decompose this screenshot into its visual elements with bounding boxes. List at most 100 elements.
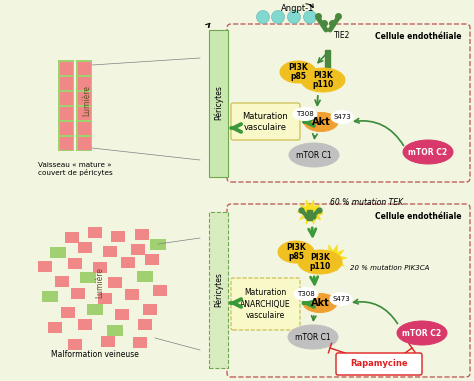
Bar [42,291,58,302]
Bar [78,319,92,330]
Bar [76,120,92,136]
Ellipse shape [294,288,318,301]
Bar [308,210,312,220]
Text: Lumière: Lumière [95,267,104,298]
Bar [209,212,228,368]
Text: T308: T308 [296,111,314,117]
Bar [60,137,73,150]
Text: PI3K
p85: PI3K p85 [288,62,308,82]
Polygon shape [319,245,347,271]
Bar [58,75,74,91]
Bar [326,50,330,68]
Text: T308: T308 [297,291,315,297]
Text: TIE2: TIE2 [334,31,350,40]
Bar [78,242,92,253]
Circle shape [256,11,270,24]
Bar [135,229,149,240]
Bar [143,304,157,315]
Bar [50,247,66,258]
Bar [138,319,152,330]
Bar [76,90,92,106]
Ellipse shape [280,61,316,83]
Bar [60,77,73,90]
Bar [125,289,139,300]
Bar [58,105,74,121]
Bar [76,135,92,151]
Bar [80,272,96,283]
Text: S473: S473 [333,114,351,120]
Bar [76,75,92,91]
Ellipse shape [289,143,339,167]
Bar [60,62,73,75]
Bar [58,120,74,136]
Bar [78,122,91,135]
Bar [58,135,74,151]
Text: PI3K
p85: PI3K p85 [286,243,306,261]
Bar [78,107,91,120]
Text: mTOR C2: mTOR C2 [409,147,447,157]
Bar [76,105,92,121]
Bar [60,122,73,135]
Bar [48,322,62,333]
Bar [76,60,92,76]
Bar [60,92,73,105]
Bar [68,258,82,269]
Bar [93,262,107,273]
Text: Angpt-1: Angpt-1 [281,4,315,13]
Bar [60,107,73,120]
Ellipse shape [301,68,345,92]
Bar [88,227,102,238]
Bar [78,92,91,105]
Text: 20 % mutation PIK3CA: 20 % mutation PIK3CA [350,265,429,271]
FancyBboxPatch shape [336,353,422,375]
Text: Péricytes: Péricytes [214,86,223,120]
Text: Cellule endothéliale: Cellule endothéliale [375,32,462,41]
Text: S473: S473 [332,296,350,302]
Ellipse shape [288,325,338,349]
Bar [137,271,153,282]
Bar [68,339,82,350]
Bar [65,232,79,243]
Bar [78,77,91,90]
Bar [107,325,123,336]
Bar [78,62,91,75]
Bar [78,137,91,150]
Ellipse shape [403,140,453,164]
Bar [71,288,85,299]
Bar [115,309,129,320]
Ellipse shape [304,112,338,131]
Ellipse shape [397,321,447,345]
Ellipse shape [331,110,353,123]
Text: Péricytes: Péricytes [214,272,223,307]
Bar [133,337,147,348]
Bar [103,246,117,257]
Ellipse shape [303,293,337,312]
Text: Lumière: Lumière [82,85,91,115]
Bar [55,276,69,287]
Bar [101,336,115,347]
Circle shape [288,11,301,24]
Text: Rapamycine: Rapamycine [350,360,408,368]
Bar [121,257,135,268]
Polygon shape [307,206,323,222]
Circle shape [303,11,317,24]
Text: PI3K
p110: PI3K p110 [310,253,331,271]
Text: 60 % mutation TEK: 60 % mutation TEK [330,198,403,207]
Text: Maturation
vasculaire: Maturation vasculaire [242,112,288,132]
Text: Malformation veineuse: Malformation veineuse [51,350,139,359]
Bar [145,254,159,265]
Bar [87,304,103,315]
Bar [150,239,166,250]
FancyBboxPatch shape [231,278,300,330]
Bar [153,285,167,296]
Ellipse shape [330,293,352,306]
Polygon shape [297,200,323,224]
Bar [38,261,52,272]
Text: Cellule endothéliale: Cellule endothéliale [375,212,462,221]
Text: Vaisseau « mature »
couvert de péricytes: Vaisseau « mature » couvert de péricytes [37,162,112,176]
Text: mTOR C1: mTOR C1 [296,150,332,160]
Text: Maturation
ANARCHIQUE
vasculaire: Maturation ANARCHIQUE vasculaire [240,288,290,320]
Ellipse shape [298,250,342,274]
Ellipse shape [278,241,314,263]
Bar [131,244,145,255]
